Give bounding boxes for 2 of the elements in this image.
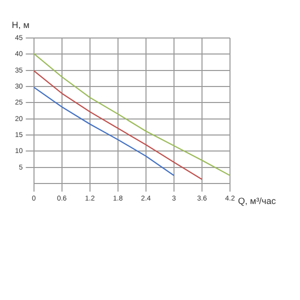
x-axis-title: Q, м³/час: [238, 196, 276, 206]
y-axis-title: H, м: [12, 20, 30, 30]
